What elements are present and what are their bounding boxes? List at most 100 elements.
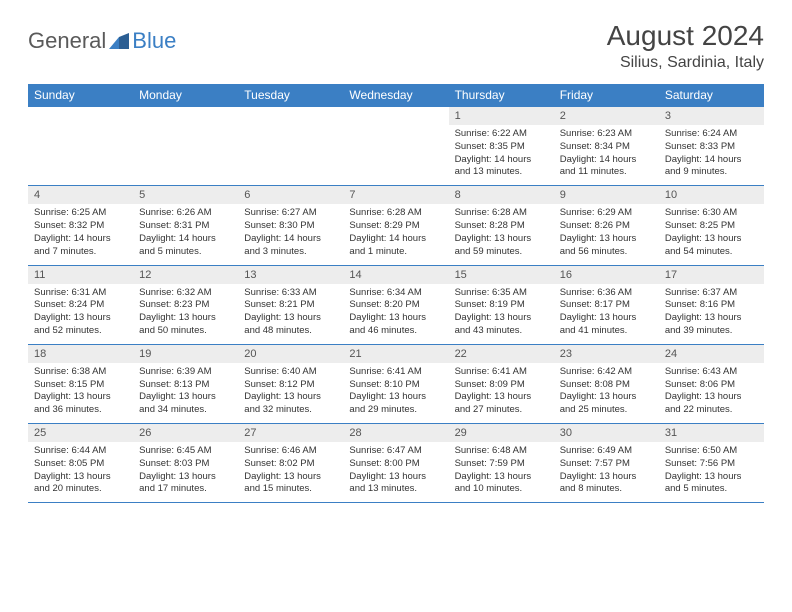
day-number: 23 [554,345,659,363]
day-number: 25 [28,424,133,442]
calendar-day-cell: 2Sunrise: 6:23 AMSunset: 8:34 PMDaylight… [554,107,659,186]
day-data: Sunrise: 6:34 AMSunset: 8:20 PMDaylight:… [343,284,448,344]
daylight-text: Daylight: 13 hours and 27 minutes. [455,391,548,417]
sunset-text: Sunset: 8:08 PM [560,379,653,392]
calendar-day-cell: 30Sunrise: 6:49 AMSunset: 7:57 PMDayligh… [554,424,659,503]
day-number: 13 [238,266,343,284]
calendar-day-cell: 17Sunrise: 6:37 AMSunset: 8:16 PMDayligh… [659,265,764,344]
day-data: Sunrise: 6:44 AMSunset: 8:05 PMDaylight:… [28,442,133,502]
sunrise-text: Sunrise: 6:27 AM [244,207,337,220]
sunrise-text: Sunrise: 6:26 AM [139,207,232,220]
dow-header: Monday [133,84,238,107]
daylight-text: Daylight: 14 hours and 11 minutes. [560,154,653,180]
sunset-text: Sunset: 8:10 PM [349,379,442,392]
sunset-text: Sunset: 8:02 PM [244,458,337,471]
daylight-text: Daylight: 13 hours and 25 minutes. [560,391,653,417]
calendar-day-cell: 12Sunrise: 6:32 AMSunset: 8:23 PMDayligh… [133,265,238,344]
brand-logo: General Blue [28,28,176,54]
dow-header: Saturday [659,84,764,107]
daylight-text: Daylight: 13 hours and 17 minutes. [139,471,232,497]
calendar-day-cell: .... [238,107,343,186]
daylight-text: Daylight: 13 hours and 48 minutes. [244,312,337,338]
sunset-text: Sunset: 8:30 PM [244,220,337,233]
daylight-text: Daylight: 14 hours and 3 minutes. [244,233,337,259]
day-data: Sunrise: 6:31 AMSunset: 8:24 PMDaylight:… [28,284,133,344]
sunset-text: Sunset: 7:59 PM [455,458,548,471]
calendar-week-row: 18Sunrise: 6:38 AMSunset: 8:15 PMDayligh… [28,344,764,423]
sunrise-text: Sunrise: 6:41 AM [349,366,442,379]
daylight-text: Daylight: 13 hours and 52 minutes. [34,312,127,338]
sunrise-text: Sunrise: 6:36 AM [560,287,653,300]
day-data: Sunrise: 6:30 AMSunset: 8:25 PMDaylight:… [659,204,764,264]
day-data: Sunrise: 6:25 AMSunset: 8:32 PMDaylight:… [28,204,133,264]
sunset-text: Sunset: 8:12 PM [244,379,337,392]
sunrise-text: Sunrise: 6:41 AM [455,366,548,379]
daylight-text: Daylight: 13 hours and 41 minutes. [560,312,653,338]
calendar-day-cell: 11Sunrise: 6:31 AMSunset: 8:24 PMDayligh… [28,265,133,344]
sunrise-text: Sunrise: 6:22 AM [455,128,548,141]
location-subtitle: Silius, Sardinia, Italy [607,54,764,72]
day-data: Sunrise: 6:46 AMSunset: 8:02 PMDaylight:… [238,442,343,502]
day-data: Sunrise: 6:39 AMSunset: 8:13 PMDaylight:… [133,363,238,423]
daylight-text: Daylight: 13 hours and 34 minutes. [139,391,232,417]
sunset-text: Sunset: 8:00 PM [349,458,442,471]
day-number: 7 [343,186,448,204]
day-data: Sunrise: 6:35 AMSunset: 8:19 PMDaylight:… [449,284,554,344]
sunset-text: Sunset: 8:26 PM [560,220,653,233]
daylight-text: Daylight: 13 hours and 10 minutes. [455,471,548,497]
sunrise-text: Sunrise: 6:47 AM [349,445,442,458]
calendar-day-cell: 7Sunrise: 6:28 AMSunset: 8:29 PMDaylight… [343,186,448,265]
calendar-day-cell: 18Sunrise: 6:38 AMSunset: 8:15 PMDayligh… [28,344,133,423]
calendar-day-cell: 14Sunrise: 6:34 AMSunset: 8:20 PMDayligh… [343,265,448,344]
sunrise-text: Sunrise: 6:28 AM [455,207,548,220]
calendar-week-row: 4Sunrise: 6:25 AMSunset: 8:32 PMDaylight… [28,186,764,265]
dow-header: Wednesday [343,84,448,107]
sunrise-text: Sunrise: 6:24 AM [665,128,758,141]
day-data: Sunrise: 6:47 AMSunset: 8:00 PMDaylight:… [343,442,448,502]
dow-header: Friday [554,84,659,107]
sunrise-text: Sunrise: 6:49 AM [560,445,653,458]
sunset-text: Sunset: 8:24 PM [34,299,127,312]
sunset-text: Sunset: 8:31 PM [139,220,232,233]
sunset-text: Sunset: 8:06 PM [665,379,758,392]
daylight-text: Daylight: 13 hours and 39 minutes. [665,312,758,338]
day-number: 21 [343,345,448,363]
day-data: Sunrise: 6:41 AMSunset: 8:10 PMDaylight:… [343,363,448,423]
day-number: 1 [449,107,554,125]
day-number: 12 [133,266,238,284]
daylight-text: Daylight: 13 hours and 46 minutes. [349,312,442,338]
calendar-day-cell: 27Sunrise: 6:46 AMSunset: 8:02 PMDayligh… [238,424,343,503]
sunrise-text: Sunrise: 6:42 AM [560,366,653,379]
calendar-day-cell: 10Sunrise: 6:30 AMSunset: 8:25 PMDayligh… [659,186,764,265]
sunset-text: Sunset: 8:23 PM [139,299,232,312]
sunset-text: Sunset: 8:21 PM [244,299,337,312]
calendar-week-row: 11Sunrise: 6:31 AMSunset: 8:24 PMDayligh… [28,265,764,344]
sunrise-text: Sunrise: 6:48 AM [455,445,548,458]
day-of-week-row: Sunday Monday Tuesday Wednesday Thursday… [28,84,764,107]
brand-name-part1: General [28,28,106,54]
calendar-day-cell: 31Sunrise: 6:50 AMSunset: 7:56 PMDayligh… [659,424,764,503]
sunrise-text: Sunrise: 6:38 AM [34,366,127,379]
day-number: 31 [659,424,764,442]
title-block: August 2024 Silius, Sardinia, Italy [607,20,764,72]
day-number: 11 [28,266,133,284]
sunrise-text: Sunrise: 6:39 AM [139,366,232,379]
sunset-text: Sunset: 8:19 PM [455,299,548,312]
day-data: Sunrise: 6:26 AMSunset: 8:31 PMDaylight:… [133,204,238,264]
sunset-text: Sunset: 8:25 PM [665,220,758,233]
sunrise-text: Sunrise: 6:43 AM [665,366,758,379]
sunrise-text: Sunrise: 6:46 AM [244,445,337,458]
sunrise-text: Sunrise: 6:33 AM [244,287,337,300]
day-number: 9 [554,186,659,204]
sunrise-text: Sunrise: 6:23 AM [560,128,653,141]
day-data: Sunrise: 6:28 AMSunset: 8:29 PMDaylight:… [343,204,448,264]
day-number: 16 [554,266,659,284]
daylight-text: Daylight: 13 hours and 22 minutes. [665,391,758,417]
day-number: 26 [133,424,238,442]
day-number: 29 [449,424,554,442]
day-number: 4 [28,186,133,204]
brand-name-part2: Blue [132,28,176,54]
day-data: Sunrise: 6:27 AMSunset: 8:30 PMDaylight:… [238,204,343,264]
calendar-day-cell: 5Sunrise: 6:26 AMSunset: 8:31 PMDaylight… [133,186,238,265]
sunset-text: Sunset: 8:32 PM [34,220,127,233]
